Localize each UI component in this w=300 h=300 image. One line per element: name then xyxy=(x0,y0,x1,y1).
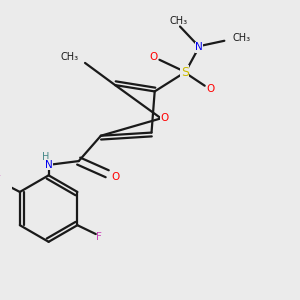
Text: H: H xyxy=(42,152,50,162)
Text: F: F xyxy=(96,232,102,242)
Text: O: O xyxy=(160,113,168,123)
Text: O: O xyxy=(111,172,119,182)
Text: CH₃: CH₃ xyxy=(232,33,250,43)
Text: O: O xyxy=(206,84,214,94)
Text: CH₃: CH₃ xyxy=(169,16,188,26)
Text: S: S xyxy=(181,66,189,79)
Text: N: N xyxy=(195,42,203,52)
Text: CH₃: CH₃ xyxy=(61,52,79,61)
Text: F: F xyxy=(0,175,1,185)
Text: N: N xyxy=(45,160,52,170)
Text: O: O xyxy=(150,52,158,61)
